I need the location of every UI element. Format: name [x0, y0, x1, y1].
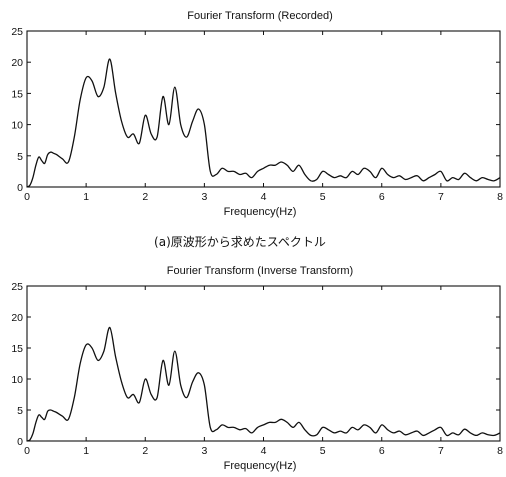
x-tick-label: 8 [497, 445, 503, 457]
chart-title: Fourier Transform (Inverse Transform) [167, 265, 353, 277]
figure-caption: (a)原波形から求めたスペクトル [154, 235, 326, 249]
spectrum-line [26, 326, 501, 442]
y-tick-label: 5 [17, 151, 23, 163]
x-tick-label: 1 [83, 191, 89, 203]
x-tick-label: 6 [379, 191, 385, 203]
plot-area: 0 1 2 3 4 5 6 7 8 0 5 10 15 20 25 [11, 26, 503, 203]
y-tick-label: 0 [17, 436, 23, 448]
x-tick-label: 3 [201, 445, 207, 457]
x-tick-label: 5 [320, 191, 326, 203]
x-axis-label: Frequency(Hz) [224, 206, 297, 218]
y-tick-label: 25 [11, 281, 23, 293]
x-tick-label: 6 [379, 445, 385, 457]
x-tick-label: 0 [24, 191, 30, 203]
x-tick-label: 5 [320, 445, 326, 457]
y-tick-label: 15 [11, 343, 23, 355]
x-tick-label: 0 [24, 445, 30, 457]
chart-recorded: Fourier Transform (Recorded) 0 1 2 3 4 5 6 7 8 0 5… [11, 10, 503, 249]
y-tick-label: 25 [11, 26, 23, 38]
x-tick-label: 4 [261, 191, 267, 203]
x-tick-label: 2 [142, 191, 148, 203]
x-tick-label: 7 [438, 191, 444, 203]
y-tick-label: 0 [17, 182, 23, 194]
y-tick-label: 10 [11, 120, 23, 132]
x-tick-label: 2 [142, 445, 148, 457]
x-axis-label: Frequency(Hz) [224, 460, 297, 472]
x-tick-label: 1 [83, 445, 89, 457]
y-tick-label: 5 [17, 405, 23, 417]
plot-frame [26, 285, 501, 442]
spectrum-line [26, 58, 501, 188]
y-tick-label: 15 [11, 88, 23, 100]
x-tick-label: 4 [261, 445, 267, 457]
y-tick-label: 20 [11, 57, 23, 69]
x-tick-label: 7 [438, 445, 444, 457]
x-tick-label: 8 [497, 191, 503, 203]
y-tick-label: 20 [11, 312, 23, 324]
chart-inverse-transform: Fourier Transform (Inverse Transform) 0 1… [11, 265, 503, 472]
y-tick-label: 10 [11, 374, 23, 386]
x-tick-label: 3 [201, 191, 207, 203]
plot-frame [26, 30, 501, 188]
chart-title: Fourier Transform (Recorded) [187, 10, 333, 22]
plot-area: 0 1 2 3 4 5 6 7 8 0 5 10 15 20 25 [11, 281, 503, 457]
